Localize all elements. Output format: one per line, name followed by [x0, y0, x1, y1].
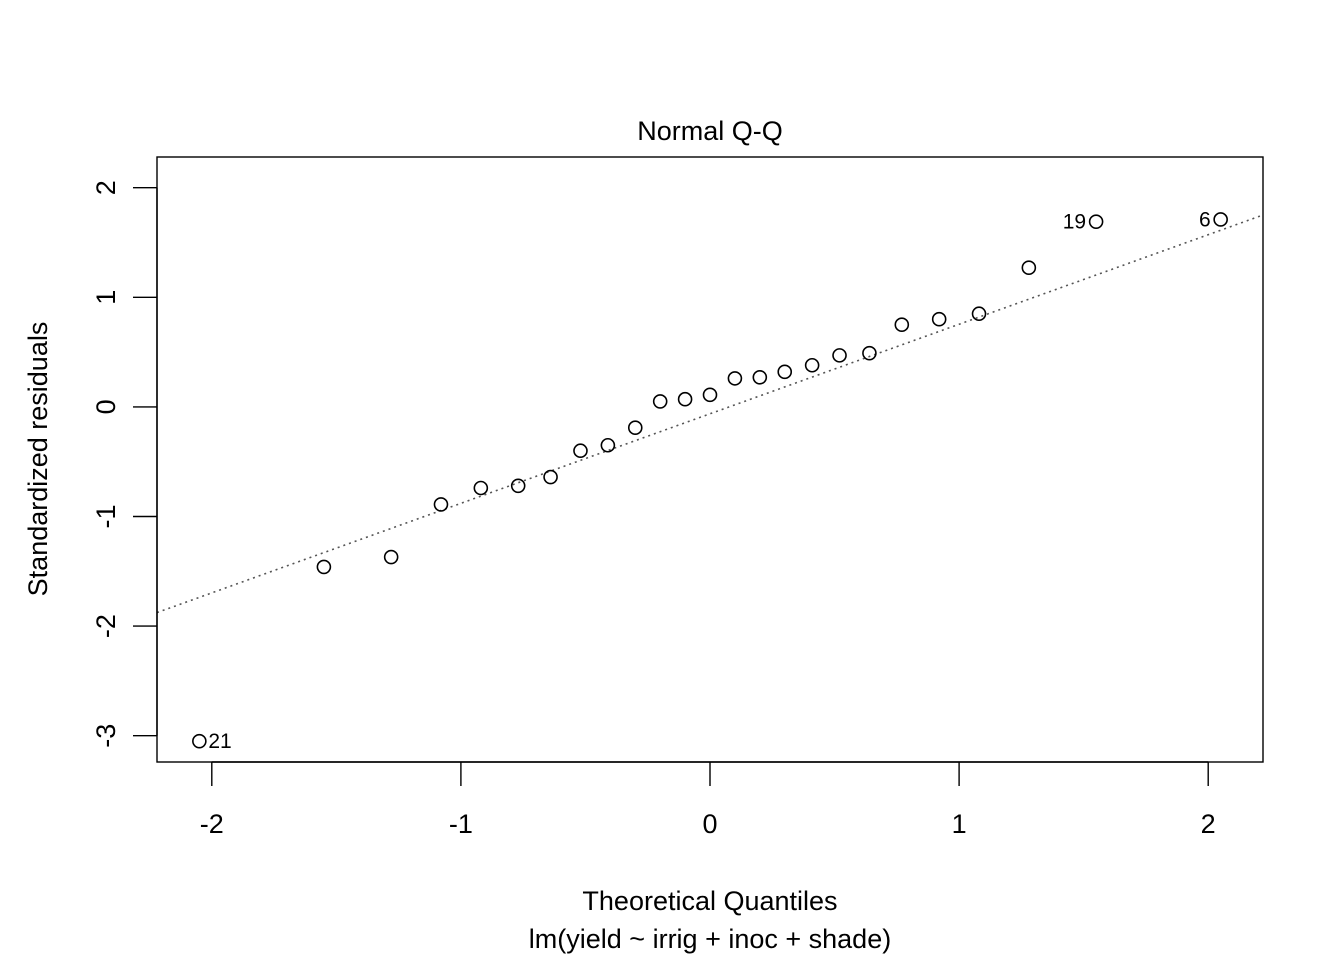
plot-frame [156, 156, 1264, 763]
data-point [543, 469, 558, 485]
data-point [727, 371, 743, 386]
y-axis: -3 -2 -1 0 1 2 [91, 180, 158, 748]
x-tick-label: 0 [702, 809, 717, 839]
point-labels: 21 19 6 [208, 208, 1210, 753]
data-point [894, 317, 910, 332]
x-tick-label: -2 [200, 809, 224, 839]
y-tick-label: -3 [91, 724, 121, 748]
data-point [652, 394, 668, 409]
data-point [777, 364, 793, 380]
x-tick-label: -1 [449, 809, 473, 839]
point-label: 19 [1063, 211, 1086, 234]
point-label: 21 [208, 730, 231, 753]
y-tick-label: 1 [91, 290, 121, 305]
data-point [433, 497, 449, 512]
data-point [627, 420, 643, 436]
y-tick-label: 0 [91, 399, 121, 414]
data-point [971, 306, 987, 322]
x-axis-subtitle: lm(yield ~ irrig + inoc + shade) [529, 924, 891, 954]
data-point [804, 357, 820, 373]
y-tick-label: -1 [91, 504, 121, 528]
data-point [510, 478, 526, 494]
data-point [862, 345, 877, 361]
chart-title: Normal Q-Q [637, 116, 783, 146]
data-point [1021, 260, 1037, 275]
data-point [1213, 212, 1228, 227]
data-point [316, 559, 332, 575]
data-point [832, 348, 847, 363]
data-point [573, 443, 588, 459]
data-point [931, 311, 947, 327]
x-axis: -2 -1 0 1 2 [200, 761, 1216, 839]
x-axis-title: Theoretical Quantiles [582, 886, 837, 916]
point-label: 6 [1199, 208, 1211, 231]
x-tick-label: 1 [952, 809, 967, 839]
x-tick-label: 2 [1201, 809, 1216, 839]
data-point [677, 391, 693, 407]
data-points [192, 212, 1228, 749]
y-tick-label: -2 [91, 614, 121, 638]
y-axis-title: Standardized residuals [23, 322, 53, 597]
y-tick-label: 2 [91, 180, 121, 195]
data-point [1088, 214, 1104, 229]
data-point [702, 387, 718, 403]
data-point [600, 437, 616, 453]
data-point [383, 549, 399, 565]
reference-line [157, 214, 1263, 614]
data-point [192, 733, 207, 749]
data-point [752, 369, 768, 385]
data-point [473, 480, 489, 496]
